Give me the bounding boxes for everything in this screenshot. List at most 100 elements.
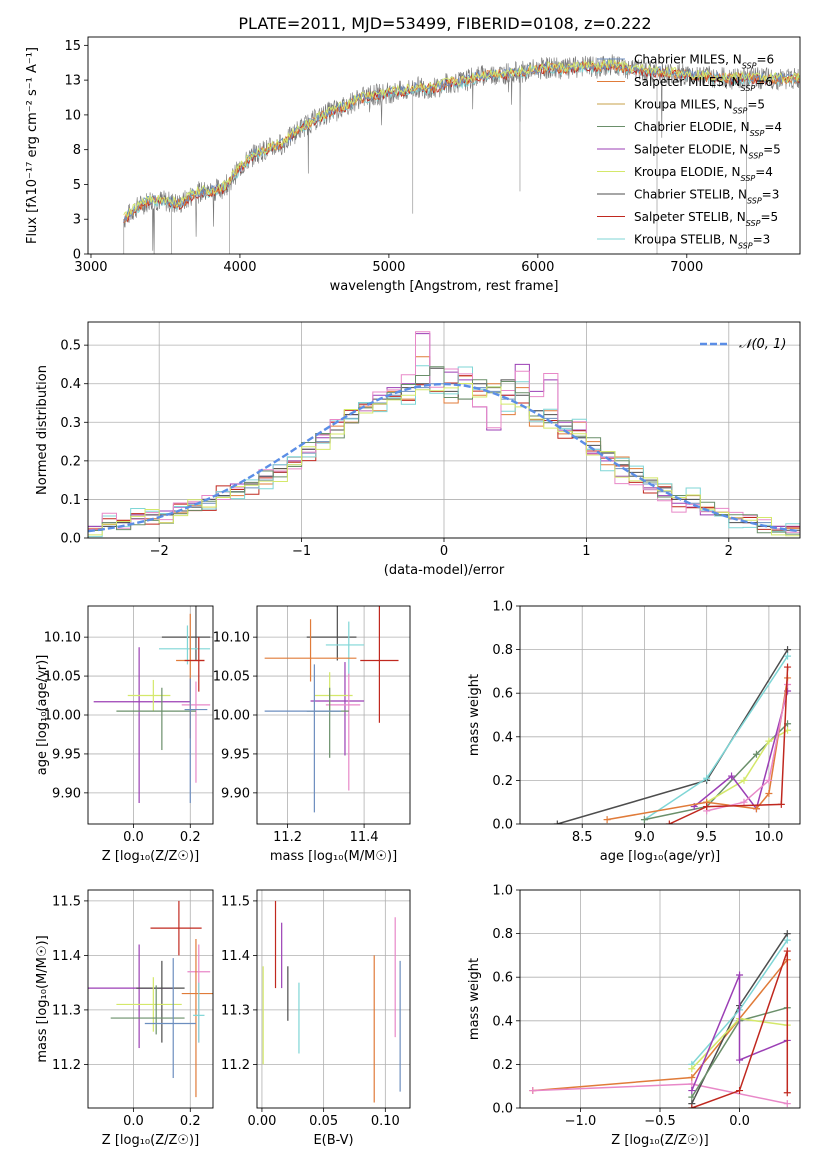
panel-weight-vs-z: −1.0 −0.5 0.0 0.0 0.2 0.4 0.6 0.8 1.0 Z [log₁₀(Z/… (467, 884, 801, 1148)
weight-marker (765, 789, 773, 797)
weight-line (691, 950, 789, 1108)
axes-frame (256, 889, 411, 1109)
y-tick-label: 0.6 (492, 971, 513, 986)
weight-marker (703, 803, 711, 811)
legend-label: Chabrier ELODIE, NSSP=4 (634, 120, 782, 138)
y-tick-label: 10.10 (213, 631, 250, 646)
plot-area (262, 900, 401, 1103)
weight-marker (640, 816, 648, 824)
y-tick-label: 10.05 (213, 670, 250, 685)
x-tick-label: 11.2 (273, 830, 302, 845)
legend-label: Kroupa STELIB, NSSP=3 (634, 233, 770, 251)
x-tick-label: 7000 (670, 260, 703, 275)
x-axis-label: Z [log₁₀(Z/Z☉)] (102, 1133, 199, 1148)
x-tick-label: −1 (292, 544, 311, 559)
x-tick-label: 3000 (74, 260, 107, 275)
weight-marker (784, 646, 792, 654)
weight-marker (665, 820, 673, 824)
y-tick-label: 8 (73, 143, 81, 158)
panel-residuals: −2 −1 0 1 2 0.0 0.1 0.2 0.3 0.4 0.5 (data-model)/er… (35, 321, 801, 578)
weight-marker (784, 663, 792, 671)
y-axis-label: Normed distribution (35, 365, 50, 495)
panel-age-vs-z: 0.0 0.2 9.90 9.95 10.00 10.05 10.10 Z [log₁₀(Z/… (35, 605, 214, 864)
legend-label: Salpeter MILES, NSSP=6 (634, 75, 773, 93)
plot-area (264, 606, 399, 813)
axes-frame (87, 321, 801, 539)
y-tick-label: 0.0 (60, 532, 81, 547)
y-tick-label: 9.95 (221, 747, 250, 762)
x-tick-label: 5000 (372, 260, 405, 275)
x-tick-label: 0.00 (247, 1114, 276, 1129)
y-tick-label: 5 (73, 178, 81, 193)
gaussian-curve (88, 382, 800, 533)
panel-mass-vs-ebv: 0.00 0.05 0.10 11.2 11.3 11.4 11.5 E(B-V) (221, 889, 411, 1148)
x-axis-label: Z [log₁₀(Z/Z☉)] (611, 1133, 708, 1148)
spectrum-model-line (123, 58, 800, 218)
weight-marker (740, 798, 748, 806)
legend-label: Salpeter ELODIE, NSSP=5 (634, 143, 781, 161)
x-tick-label: 0.2 (180, 1114, 201, 1129)
weight-marker (783, 947, 791, 955)
x-tick-label: 0.0 (729, 1114, 750, 1129)
y-tick-label: 15 (64, 39, 81, 54)
legend-label: Kroupa MILES, NSSP=5 (634, 98, 765, 116)
legend-label: Chabrier MILES, NSSP=6 (634, 53, 774, 71)
y-tick-label: 0.4 (492, 1014, 513, 1029)
y-tick-label: 10.00 (213, 709, 250, 724)
axes-frame (519, 889, 801, 1109)
x-tick-label: 0.0 (123, 1114, 144, 1129)
y-tick-label: 9.95 (52, 747, 81, 762)
x-tick-label: 6000 (521, 260, 554, 275)
y-tick-label: 0.4 (492, 730, 513, 745)
y-tick-label: 3 (73, 213, 81, 228)
gridlines (520, 889, 800, 1109)
x-tick-label: −0.5 (644, 1114, 676, 1129)
legend-label: 𝒩(0, 1) (739, 337, 786, 352)
y-tick-label: 11.2 (52, 1058, 81, 1073)
x-axis-label: E(B-V) (313, 1133, 353, 1148)
gridlines (257, 890, 410, 1108)
weight-marker (736, 1087, 744, 1095)
panel-age-vs-mass: 11.2 11.4 9.90 9.95 10.00 10.05 10.10 mass [log… (213, 605, 411, 864)
weight-marker (783, 1089, 791, 1097)
plot-area (88, 331, 800, 538)
x-axis-label: (data-model)/error (384, 563, 505, 578)
legend-label: Kroupa ELODIE, NSSP=4 (634, 165, 773, 183)
weight-marker (765, 737, 773, 745)
x-tick-label: 8.5 (572, 830, 593, 845)
x-tick-label: −2 (150, 544, 169, 559)
gridlines (520, 605, 800, 825)
gridlines (88, 606, 213, 824)
x-axis-label: wavelength [Angstrom, rest frame] (330, 279, 559, 294)
x-axis-label: Z [log₁₀(Z/Z☉)] (102, 849, 199, 864)
y-tick-label: 0.5 (60, 339, 81, 354)
weight-marker (703, 774, 711, 782)
x-axis-label: age [log₁₀(age/yr)] (600, 849, 721, 864)
x-tick-label: 10.0 (754, 830, 783, 845)
y-tick-label: 11.4 (52, 949, 81, 964)
weight-marker (728, 772, 736, 780)
legend-label: Chabrier STELIB, NSSP=3 (634, 188, 779, 206)
weight-marker (783, 930, 791, 938)
weight-marker (603, 816, 611, 824)
x-tick-label: 9.5 (696, 830, 717, 845)
y-axis-label: mass [log₁₀(M/M☉)] (35, 935, 50, 1062)
panel-weight-vs-age: 8.5 9.0 9.5 10.0 0.0 0.2 0.4 0.6 0.8 1.0 age [log₁… (467, 600, 801, 864)
plot-area (553, 646, 792, 824)
y-tick-label: 0.2 (492, 774, 513, 789)
y-tick-label: 0.2 (492, 1058, 513, 1073)
weight-marker (783, 1100, 791, 1108)
x-tick-label: 0.05 (309, 1114, 338, 1129)
plot-area (88, 900, 213, 1098)
x-tick-label: 9.0 (634, 830, 655, 845)
weight-marker (784, 652, 792, 660)
y-tick-label: 1.0 (492, 884, 513, 899)
y-tick-label: 10.05 (44, 670, 81, 685)
y-axis-label: age [log₁₀(age/yr)] (35, 655, 50, 776)
weight-marker (688, 1104, 696, 1108)
x-tick-label: 0.2 (180, 830, 201, 845)
histogram-series (88, 383, 800, 538)
plot-area (93, 606, 211, 803)
y-axis-label: Flux [fλ10⁻¹⁷ erg cm⁻² s⁻¹ A⁻¹] (25, 47, 40, 244)
weight-marker (783, 936, 791, 944)
